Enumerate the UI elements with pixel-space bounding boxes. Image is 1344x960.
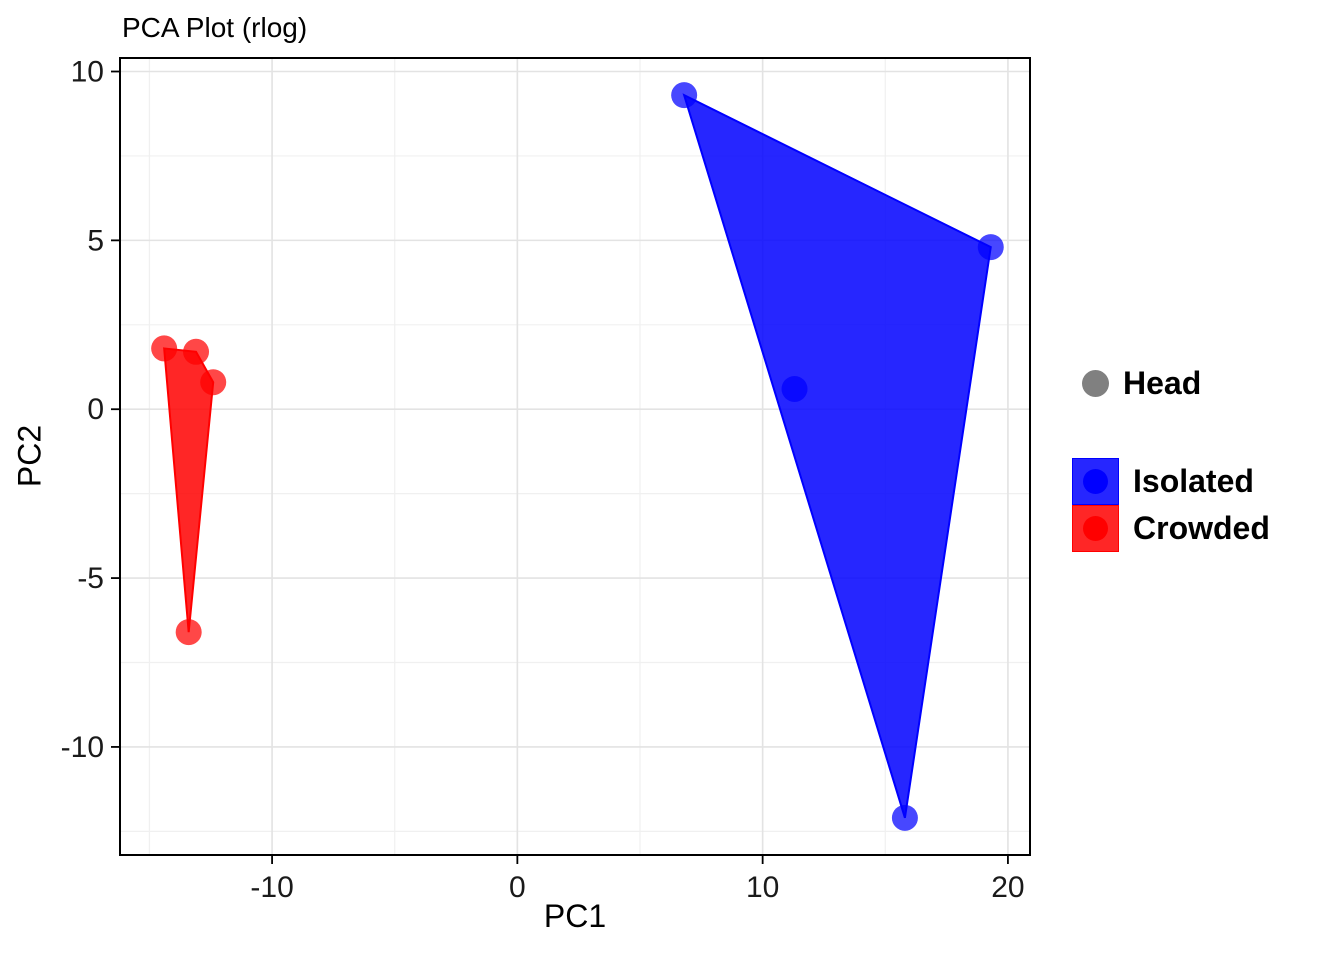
legend-item-head: Head (1072, 356, 1270, 410)
legend-fill-group: Isolated Crowded (1072, 458, 1270, 552)
legend-label-isolated: Isolated (1133, 463, 1254, 499)
y-tick-label: 0 (87, 393, 104, 426)
x-tick-label: 10 (746, 871, 779, 904)
y-tick-label: -10 (61, 731, 104, 764)
head-point-icon (1082, 369, 1109, 397)
point-crowded (200, 369, 227, 396)
isolated-point-icon (1083, 469, 1108, 494)
x-tick-label: 20 (991, 871, 1024, 904)
hull-isolated (682, 93, 992, 819)
point-isolated (671, 82, 698, 109)
legend-item-isolated: Isolated (1072, 458, 1270, 505)
point-isolated (891, 804, 918, 831)
x-axis-label: PC1 (543, 898, 607, 934)
legend-label-crowded: Crowded (1133, 510, 1270, 546)
legend: Head Isolated Crowded (1072, 356, 1270, 552)
isolated-swatch-icon (1072, 458, 1119, 505)
chart-title: PCA Plot (rlog) (122, 12, 308, 43)
panel-border (119, 57, 1031, 856)
point-crowded (175, 619, 202, 646)
x-tick-label: 0 (509, 871, 526, 904)
point-crowded (151, 335, 178, 362)
y-tick-label: 10 (71, 56, 104, 89)
legend-item-crowded: Crowded (1072, 505, 1270, 552)
y-tick-label: 5 (87, 224, 104, 257)
x-tick-label: -10 (250, 871, 293, 904)
point-crowded (183, 338, 210, 365)
legend-label-head: Head (1123, 364, 1202, 401)
point-isolated (977, 234, 1004, 261)
crowded-swatch-icon (1072, 505, 1119, 552)
point-isolated (781, 375, 808, 402)
y-tick-label: -5 (77, 562, 104, 595)
crowded-point-icon (1083, 516, 1108, 541)
